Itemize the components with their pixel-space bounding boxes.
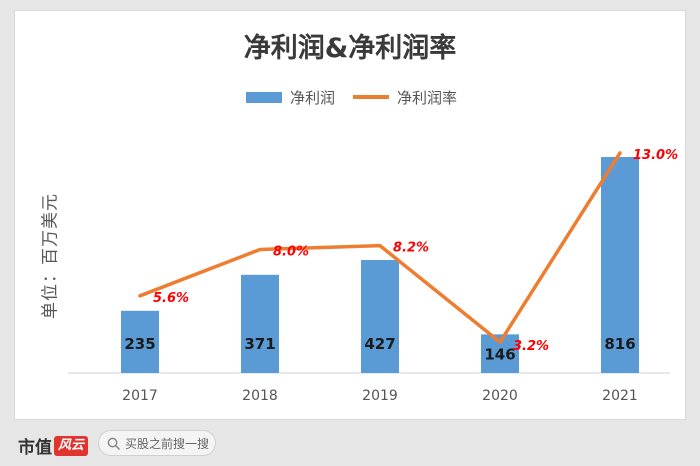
bar-value-label: 146: [484, 346, 515, 364]
legend-label-line: 净利润率: [397, 88, 458, 107]
line-series-margin: [138, 151, 622, 344]
bar-2021: [601, 157, 639, 373]
search-icon: [107, 437, 120, 450]
logo-mark: 风云: [54, 435, 89, 456]
bar-2019: [361, 259, 399, 373]
x-tick-label: 2021: [602, 388, 638, 404]
bar-2018: [241, 274, 279, 373]
chart-legend: 净利润 净利润率: [246, 87, 457, 107]
logo-text: 市值: [18, 438, 52, 458]
legend-item-line: 净利润率: [353, 87, 457, 108]
bar-value-label: 816: [604, 335, 635, 353]
line-data-label: 3.2%: [513, 339, 549, 354]
line-data-label: 8.0%: [273, 245, 309, 260]
legend-swatch-line: [353, 95, 390, 99]
line-data-label: 5.6%: [153, 291, 189, 306]
brand-logo: 市值 风云: [18, 433, 89, 458]
x-tick-label: 2019: [362, 388, 398, 404]
bar-value-label: 235: [124, 335, 155, 353]
x-tick-label: 2017: [122, 388, 158, 404]
legend-item-bar: 净利润: [246, 87, 335, 108]
legend-label-bar: 净利润: [290, 88, 336, 107]
line-data-label: 8.2%: [393, 241, 429, 256]
x-tick-label: 2018: [242, 388, 278, 404]
search-placeholder: 买股之前搜一搜: [125, 436, 210, 451]
chart-title: 净利润&净利润率: [243, 33, 457, 64]
legend-swatch-bar: [246, 91, 282, 103]
bar-2017: [121, 310, 159, 373]
bar-value-label: 427: [364, 335, 395, 353]
search-box[interactable]: 买股之前搜一搜: [98, 430, 216, 456]
bar-value-label: 371: [244, 335, 275, 353]
line-data-label: 13.0%: [633, 148, 678, 163]
x-tick-label: 2020: [482, 388, 518, 404]
